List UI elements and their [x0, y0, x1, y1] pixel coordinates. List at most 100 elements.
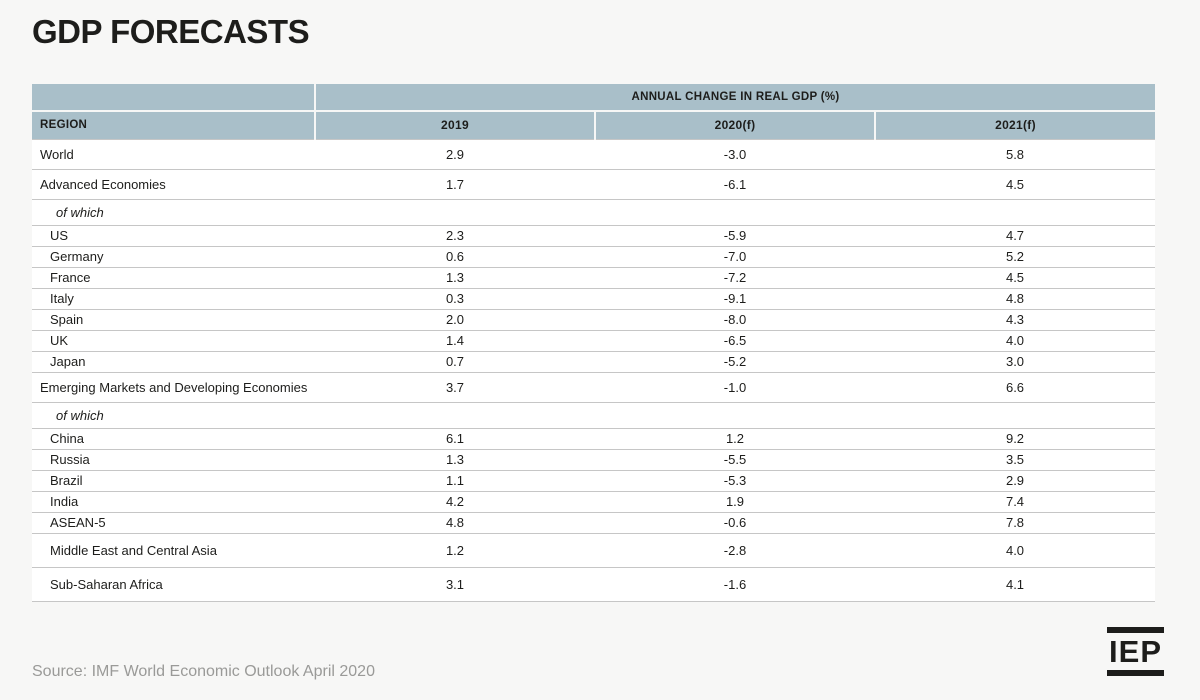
- table-row: China 6.1 1.2 9.2: [32, 428, 1156, 450]
- region-label: Sub-Saharan Africa: [32, 567, 315, 602]
- region-label: US: [32, 225, 315, 247]
- value-2021f: [875, 402, 1156, 429]
- value-2020f: -6.1: [595, 169, 875, 200]
- value-2020f: -7.0: [595, 246, 875, 268]
- table-row: Middle East and Central Asia 1.2 -2.8 4.…: [32, 533, 1156, 568]
- gdp-forecast-table: ANNUAL CHANGE IN REAL GDP (%) REGION 201…: [32, 84, 1156, 602]
- value-2021f: 5.2: [875, 246, 1156, 268]
- table-body: World 2.9 -3.0 5.8 Advanced Economies 1.…: [32, 138, 1156, 602]
- table-row: Sub-Saharan Africa 3.1 -1.6 4.1: [32, 567, 1156, 602]
- page-title: GDP FORECASTS: [32, 13, 310, 50]
- value-2019: 0.7: [315, 351, 595, 373]
- value-2019: 1.7: [315, 169, 595, 200]
- value-2020f: -6.5: [595, 330, 875, 352]
- column-header-2020f: 2020(f): [594, 111, 875, 139]
- value-2020f: [595, 199, 875, 226]
- value-2021f: 4.7: [875, 225, 1156, 247]
- table-row: of which: [32, 199, 1156, 226]
- region-label: India: [32, 491, 315, 513]
- region-label: UK: [32, 330, 315, 352]
- value-2021f: 4.5: [875, 267, 1156, 289]
- table-row: Germany 0.6 -7.0 5.2: [32, 246, 1156, 268]
- value-2019: 0.6: [315, 246, 595, 268]
- value-2019: 2.3: [315, 225, 595, 247]
- region-label: Spain: [32, 309, 315, 331]
- region-label: World: [32, 138, 315, 170]
- table-row: UK 1.4 -6.5 4.0: [32, 330, 1156, 352]
- value-2020f: -9.1: [595, 288, 875, 310]
- value-2021f: 2.9: [875, 470, 1156, 492]
- region-label: Middle East and Central Asia: [32, 533, 315, 568]
- region-label: Italy: [32, 288, 315, 310]
- value-2020f: -7.2: [595, 267, 875, 289]
- table-group-header-row: ANNUAL CHANGE IN REAL GDP (%): [32, 84, 1156, 112]
- table-group-header: ANNUAL CHANGE IN REAL GDP (%): [313, 84, 1156, 112]
- value-2021f: 4.5: [875, 169, 1156, 200]
- value-2019: 1.3: [315, 267, 595, 289]
- value-2020f: [595, 402, 875, 429]
- region-label: of which: [32, 402, 315, 429]
- table-row: Brazil 1.1 -5.3 2.9: [32, 470, 1156, 492]
- table-row: Italy 0.3 -9.1 4.8: [32, 288, 1156, 310]
- value-2019: 2.9: [315, 138, 595, 170]
- value-2019: [315, 402, 595, 429]
- value-2019: 4.2: [315, 491, 595, 513]
- table-row: Japan 0.7 -5.2 3.0: [32, 351, 1156, 373]
- value-2020f: 1.2: [595, 428, 875, 450]
- region-label: Russia: [32, 449, 315, 471]
- value-2021f: 9.2: [875, 428, 1156, 450]
- value-2021f: 4.8: [875, 288, 1156, 310]
- value-2019: 1.1: [315, 470, 595, 492]
- table-row: Advanced Economies 1.7 -6.1 4.5: [32, 169, 1156, 200]
- region-label: ASEAN-5: [32, 512, 315, 534]
- value-2019: 3.1: [315, 567, 595, 602]
- table-row: World 2.9 -3.0 5.8: [32, 138, 1156, 170]
- value-2021f: 7.8: [875, 512, 1156, 534]
- table-row: India 4.2 1.9 7.4: [32, 491, 1156, 513]
- table-row: of which: [32, 402, 1156, 429]
- value-2020f: -5.5: [595, 449, 875, 471]
- value-2020f: -5.3: [595, 470, 875, 492]
- region-label: of which: [32, 199, 315, 226]
- value-2021f: 5.8: [875, 138, 1156, 170]
- value-2020f: -5.2: [595, 351, 875, 373]
- iep-logo: IEP: [1107, 627, 1164, 677]
- value-2020f: -2.8: [595, 533, 875, 568]
- value-2019: 1.2: [315, 533, 595, 568]
- value-2019: 2.0: [315, 309, 595, 331]
- region-label: Japan: [32, 351, 315, 373]
- value-2020f: -1.0: [595, 372, 875, 403]
- region-label: Germany: [32, 246, 315, 268]
- value-2019: [315, 199, 595, 226]
- table-row: ASEAN-5 4.8 -0.6 7.8: [32, 512, 1156, 534]
- column-header-region: REGION: [32, 111, 315, 139]
- value-2019: 3.7: [315, 372, 595, 403]
- value-2019: 0.3: [315, 288, 595, 310]
- table-row: Russia 1.3 -5.5 3.5: [32, 449, 1156, 471]
- table-corner-cell: [32, 84, 315, 112]
- region-label: France: [32, 267, 315, 289]
- table-row: France 1.3 -7.2 4.5: [32, 267, 1156, 289]
- table-row: Spain 2.0 -8.0 4.3: [32, 309, 1156, 331]
- table-row: US 2.3 -5.9 4.7: [32, 225, 1156, 247]
- region-label: Emerging Markets and Developing Economie…: [32, 372, 315, 403]
- table-row: Emerging Markets and Developing Economie…: [32, 372, 1156, 403]
- value-2020f: -1.6: [595, 567, 875, 602]
- value-2021f: 7.4: [875, 491, 1156, 513]
- table-column-header-row: REGION 2019 2020(f) 2021(f): [32, 111, 1156, 139]
- region-label: Advanced Economies: [32, 169, 315, 200]
- value-2021f: 4.3: [875, 309, 1156, 331]
- value-2019: 1.4: [315, 330, 595, 352]
- value-2021f: 4.0: [875, 330, 1156, 352]
- region-label: China: [32, 428, 315, 450]
- region-label: Brazil: [32, 470, 315, 492]
- value-2020f: -3.0: [595, 138, 875, 170]
- value-2021f: 3.0: [875, 351, 1156, 373]
- value-2020f: -8.0: [595, 309, 875, 331]
- value-2020f: 1.9: [595, 491, 875, 513]
- source-note: Source: IMF World Economic Outlook April…: [32, 663, 375, 680]
- column-header-2021f: 2021(f): [873, 111, 1156, 139]
- value-2020f: -5.9: [595, 225, 875, 247]
- value-2020f: -0.6: [595, 512, 875, 534]
